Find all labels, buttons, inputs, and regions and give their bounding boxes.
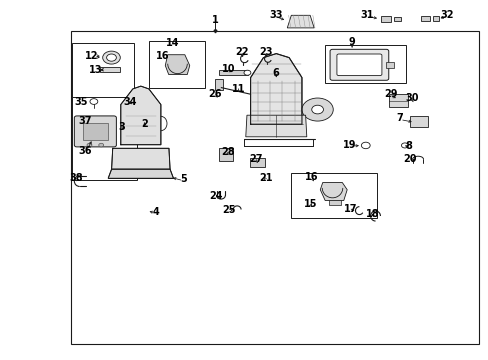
Circle shape xyxy=(106,54,116,61)
Bar xyxy=(386,62,393,68)
Text: 17: 17 xyxy=(344,204,357,214)
Text: 35: 35 xyxy=(74,96,87,107)
Polygon shape xyxy=(121,86,161,145)
Text: 5: 5 xyxy=(180,174,186,184)
Text: 38: 38 xyxy=(69,173,82,183)
Polygon shape xyxy=(245,115,306,137)
Bar xyxy=(328,200,340,205)
Text: 4: 4 xyxy=(152,207,159,217)
Text: 13: 13 xyxy=(89,65,102,75)
Text: 32: 32 xyxy=(440,10,453,20)
Circle shape xyxy=(87,143,92,147)
Text: 1: 1 xyxy=(211,15,218,25)
Polygon shape xyxy=(250,54,301,124)
Text: 37: 37 xyxy=(79,116,92,126)
Text: 33: 33 xyxy=(268,10,282,20)
Text: 16: 16 xyxy=(305,172,318,182)
Bar xyxy=(219,70,248,75)
Circle shape xyxy=(401,143,407,148)
Bar xyxy=(388,94,407,107)
Text: 25: 25 xyxy=(222,204,235,215)
Text: 21: 21 xyxy=(258,173,272,183)
Polygon shape xyxy=(381,16,390,22)
Text: 26: 26 xyxy=(208,89,222,99)
Text: 16: 16 xyxy=(155,51,169,61)
Polygon shape xyxy=(111,148,170,169)
Text: 8: 8 xyxy=(405,141,411,151)
FancyBboxPatch shape xyxy=(329,49,388,80)
Bar xyxy=(409,116,427,127)
Circle shape xyxy=(90,99,98,104)
Circle shape xyxy=(244,70,250,75)
Polygon shape xyxy=(432,16,438,21)
Text: 20: 20 xyxy=(402,154,416,164)
Polygon shape xyxy=(420,16,429,21)
Text: 28: 28 xyxy=(221,147,235,157)
Text: 12: 12 xyxy=(85,51,99,61)
Circle shape xyxy=(99,143,103,147)
Text: 36: 36 xyxy=(79,146,92,156)
Circle shape xyxy=(311,105,323,114)
Polygon shape xyxy=(393,17,400,21)
Polygon shape xyxy=(320,183,346,201)
Bar xyxy=(250,158,264,167)
FancyBboxPatch shape xyxy=(74,116,116,147)
Text: 2: 2 xyxy=(141,119,148,129)
Bar xyxy=(149,41,205,88)
Polygon shape xyxy=(108,169,173,178)
Text: 3: 3 xyxy=(118,122,124,132)
Polygon shape xyxy=(165,55,189,75)
Bar xyxy=(100,67,120,72)
Text: 6: 6 xyxy=(271,68,278,78)
Bar xyxy=(72,97,137,180)
Text: 23: 23 xyxy=(258,47,272,57)
Text: 30: 30 xyxy=(404,93,418,103)
Text: 9: 9 xyxy=(348,37,355,48)
Bar xyxy=(219,148,232,161)
Text: 22: 22 xyxy=(234,47,248,57)
Text: 27: 27 xyxy=(248,154,262,164)
Circle shape xyxy=(102,51,120,64)
Circle shape xyxy=(301,98,333,121)
Text: 14: 14 xyxy=(165,38,179,48)
Text: 18: 18 xyxy=(365,209,379,219)
Text: 29: 29 xyxy=(384,89,397,99)
Polygon shape xyxy=(287,15,313,28)
Circle shape xyxy=(361,142,369,149)
Text: 11: 11 xyxy=(231,84,245,94)
Text: 19: 19 xyxy=(342,140,356,150)
Text: 34: 34 xyxy=(123,96,137,107)
Text: 24: 24 xyxy=(209,191,223,201)
Bar xyxy=(215,80,222,90)
Bar xyxy=(82,123,108,140)
Bar xyxy=(290,173,376,218)
Text: 10: 10 xyxy=(222,64,235,74)
Text: 15: 15 xyxy=(303,199,317,210)
Bar xyxy=(71,31,478,344)
FancyBboxPatch shape xyxy=(336,54,381,76)
Text: 31: 31 xyxy=(359,10,373,20)
Text: 7: 7 xyxy=(396,113,403,123)
Bar xyxy=(72,43,134,101)
Bar xyxy=(325,45,405,83)
